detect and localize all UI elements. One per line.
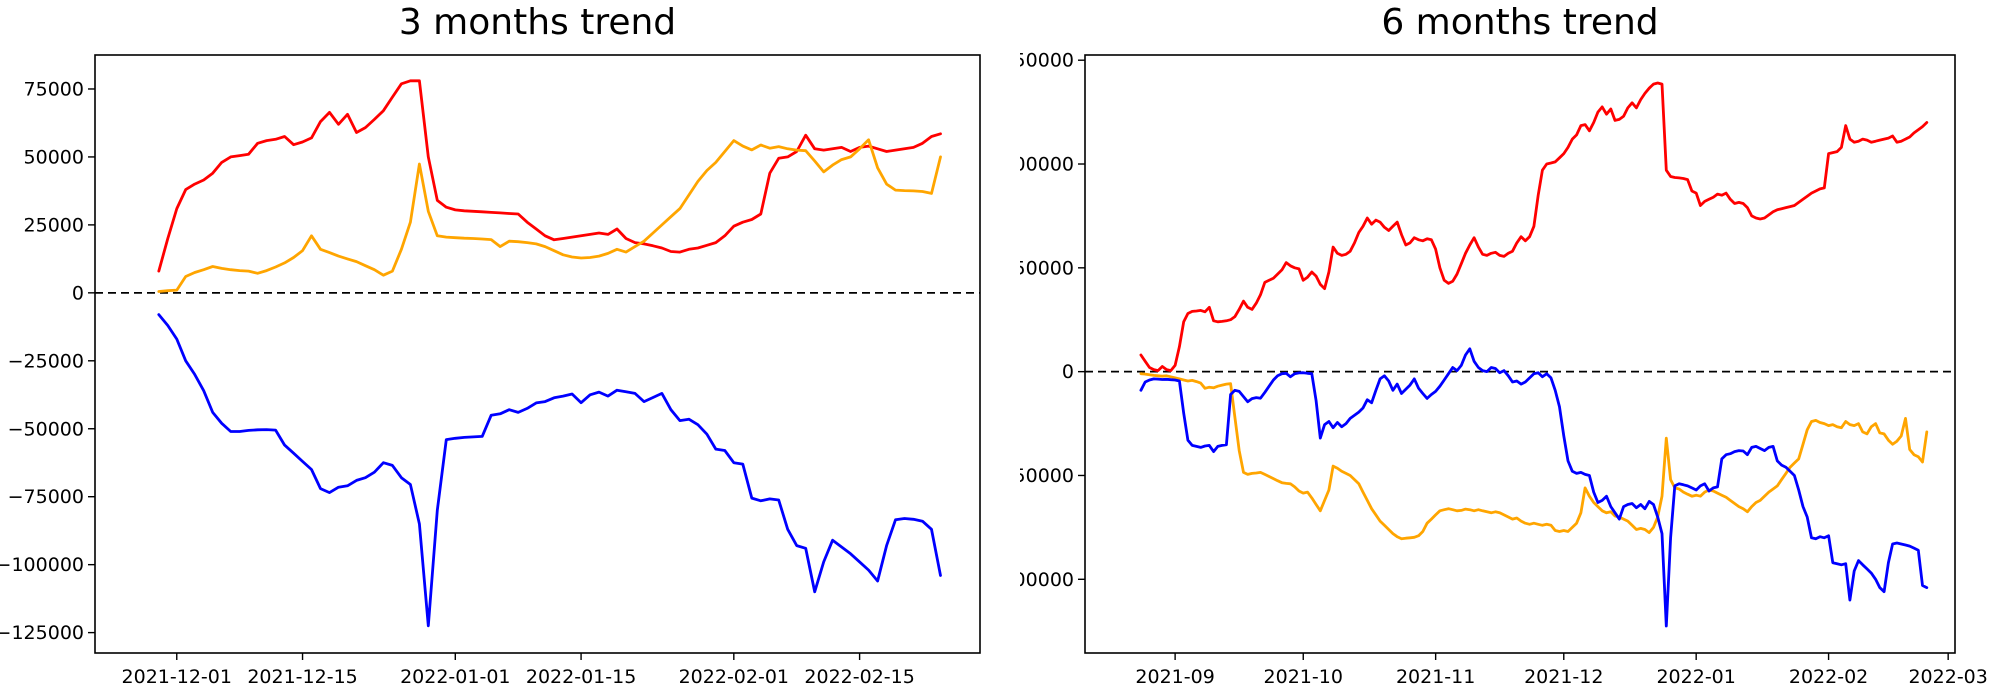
chart-title-6-months: 6 months trend (1381, 2, 1659, 43)
y-tick-label: −100000 (0, 554, 84, 576)
x-tick-label: 2021-10 (1264, 666, 1343, 688)
chart-title-3-months: 3 months trend (398, 2, 677, 43)
blue-series (1139, 347, 1929, 628)
chart-canvas-6-months: 150000 100000 50000 0 −50000 −100000 2021-09 20… (1020, 50, 1988, 688)
x-tick-label: 2022-02-01 (679, 666, 789, 688)
red-series (157, 79, 942, 273)
chart-panel-6-months: 150000 100000 50000 0 −50000 −100000 2021-09 20… (1020, 0, 2000, 700)
plot-border (94, 54, 981, 654)
y-tick-label: 0 (1062, 361, 1074, 383)
y-tick-label: 75000 (24, 78, 84, 100)
y-tick-label: 50000 (1020, 257, 1074, 279)
y-tick-label: −75000 (8, 486, 84, 508)
y-tick-label: −25000 (8, 350, 84, 372)
x-tick-label: 2022-02 (1789, 666, 1868, 688)
x-tick-label: 2021-12 (1524, 666, 1603, 688)
chart-canvas-3-months: 75000 50000 25000 0 −25000 −50000 −75000 −10000… (0, 54, 981, 688)
x-tick-label: 2022-01 (1656, 666, 1735, 688)
y-tick-label: −125000 (0, 622, 84, 644)
y-tick-label: 50000 (24, 146, 84, 168)
x-tick-label: 2022-01-01 (400, 666, 510, 688)
y-tick-label: −100000 (1020, 569, 1074, 591)
red-series (1139, 81, 1929, 373)
x-tick-label: 2022-03 (1908, 666, 1987, 688)
y-tick-label: 0 (72, 282, 84, 304)
x-tick-label: 2022-01-15 (526, 666, 636, 688)
blue-series (157, 313, 942, 628)
y-tick-label: 150000 (1020, 50, 1074, 72)
chart-panel-3-months: 75000 50000 25000 0 −25000 −50000 −75000 −10000… (0, 2, 981, 688)
x-tick-label: 2021-09 (1135, 666, 1214, 688)
orange-series (157, 138, 942, 293)
x-tick-label: 2021-12-15 (247, 666, 357, 688)
y-tick-label: −50000 (8, 418, 84, 440)
orange-series (1139, 372, 1929, 541)
x-tick-label: 2022-02-15 (804, 666, 914, 688)
y-tick-label: 100000 (1020, 154, 1074, 176)
plot-border (1084, 54, 1956, 654)
x-tick-label: 2021-12-01 (122, 666, 232, 688)
y-tick-label: −50000 (1020, 465, 1074, 487)
y-tick-label: 25000 (24, 214, 84, 236)
x-tick-label: 2021-11 (1396, 666, 1475, 688)
